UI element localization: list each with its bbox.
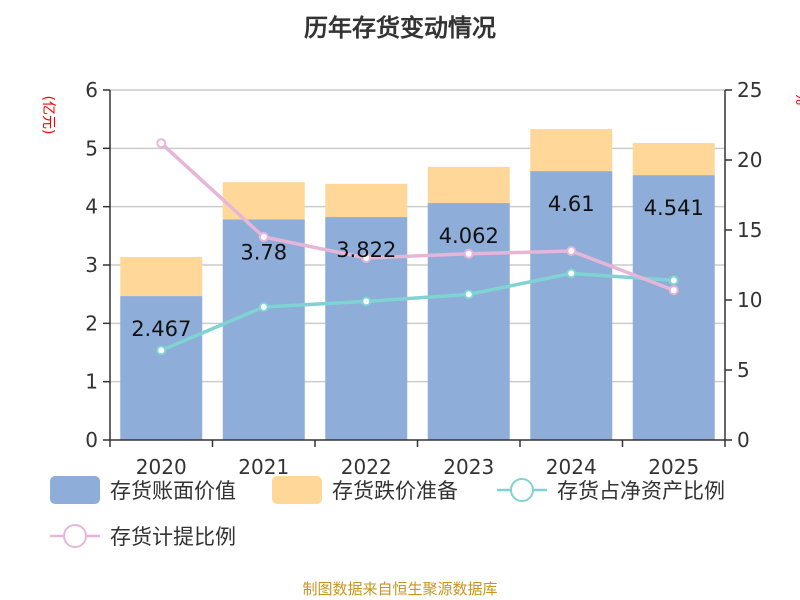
x-tick-label: 2022 xyxy=(341,455,392,479)
line-point xyxy=(361,296,372,307)
y-left-tick-label: 6 xyxy=(85,78,98,102)
y-left-tick-label: 3 xyxy=(85,253,98,277)
legend-label: 存货跌价准备 xyxy=(332,479,458,503)
line-point xyxy=(668,285,679,296)
line-series xyxy=(160,141,675,292)
data-label: 4.61 xyxy=(548,192,595,216)
legend-marker xyxy=(510,478,534,502)
legend-swatch xyxy=(272,476,322,504)
bar-2024 xyxy=(530,171,613,441)
legend-label: 存货计提比例 xyxy=(110,525,236,549)
bar-2021 xyxy=(222,219,305,440)
x-tick-label: 2024 xyxy=(546,455,597,479)
line-point xyxy=(258,232,269,242)
legend-label: 存货账面价值 xyxy=(110,479,236,503)
data-label: 3.822 xyxy=(336,238,396,262)
x-tick-label: 2021 xyxy=(238,455,289,479)
legend-marker xyxy=(63,524,87,548)
y-left-tick-label: 1 xyxy=(85,370,98,394)
line-point xyxy=(258,302,269,312)
x-tick-label: 2025 xyxy=(648,455,699,479)
chart-title: 历年存货变动情况 xyxy=(304,14,496,42)
bar-2023 xyxy=(427,166,510,204)
data-label: 2.467 xyxy=(131,317,191,341)
line-series xyxy=(160,271,674,353)
y-right-tick-label: 0 xyxy=(737,428,750,452)
data-label: 4.062 xyxy=(439,224,499,248)
bar-2025 xyxy=(632,143,715,176)
y-right-tick-label: 15 xyxy=(737,218,762,242)
y-right-tick-label: 25 xyxy=(737,78,762,102)
legend-swatch xyxy=(50,476,100,504)
y-left-tick-label: 4 xyxy=(85,195,98,219)
line-point xyxy=(668,275,679,286)
line-point xyxy=(361,253,372,263)
bar-2023 xyxy=(427,203,510,440)
line-point xyxy=(566,246,577,256)
x-tick-label: 2020 xyxy=(136,455,187,479)
line-point xyxy=(463,289,474,300)
x-tick-label: 2023 xyxy=(443,455,494,479)
y-right-tick-label: 10 xyxy=(737,288,762,312)
bar-2020 xyxy=(120,257,203,297)
y-left-tick-label: 5 xyxy=(85,136,98,160)
y-right-tick-label: 5 xyxy=(737,358,750,382)
data-label: 3.78 xyxy=(240,241,287,265)
data-label: 4.541 xyxy=(644,196,704,220)
bar-2025 xyxy=(632,175,715,440)
line-point xyxy=(463,248,474,259)
legend-label: 存货占净资产比例 xyxy=(557,479,725,503)
source-note: 制图数据来自恒生聚源数据库 xyxy=(302,580,498,598)
line-point xyxy=(156,138,167,149)
bar-2021 xyxy=(222,182,305,220)
line-point xyxy=(156,345,167,356)
bar-2020 xyxy=(120,296,203,440)
y-right-axis-label: % xyxy=(792,92,800,105)
bar-2024 xyxy=(530,129,613,172)
y-right-tick-label: 20 xyxy=(737,148,762,172)
y-left-tick-label: 2 xyxy=(85,311,98,335)
bar-2022 xyxy=(325,183,408,218)
line-point xyxy=(566,268,577,279)
y-left-axis-label: (亿元) xyxy=(40,96,56,135)
y-left-tick-label: 0 xyxy=(85,428,98,452)
